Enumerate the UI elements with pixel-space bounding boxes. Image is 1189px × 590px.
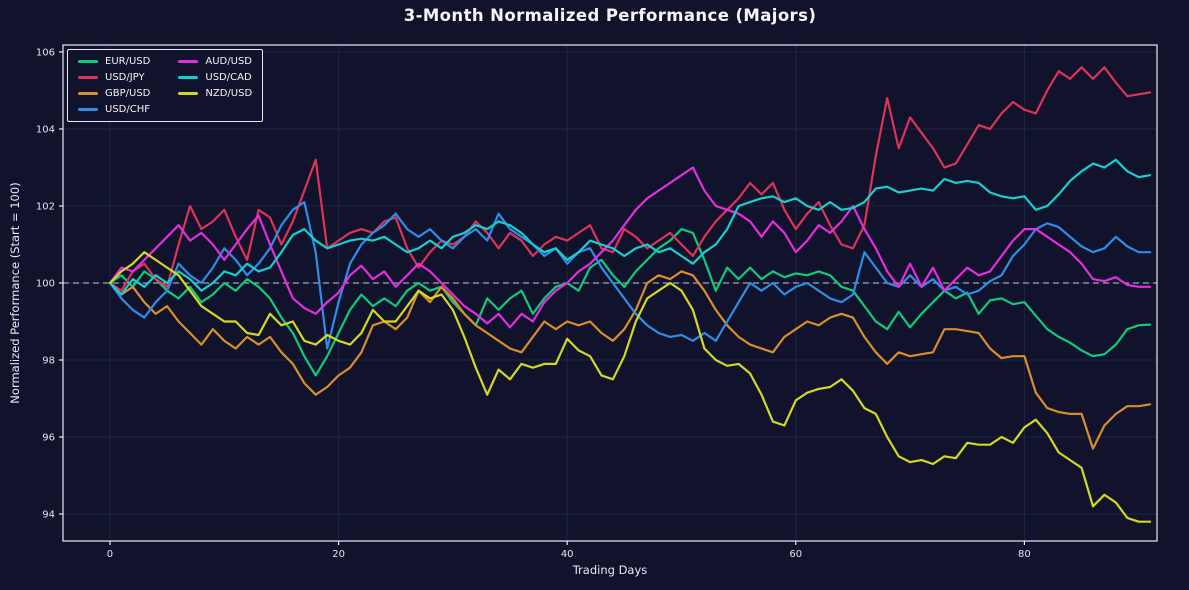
plot-border	[62, 44, 1158, 542]
y-tick-label: 100	[36, 278, 55, 289]
legend-item-nzd-usd: NZD/USD	[178, 87, 252, 100]
series-line-gbp-usd	[108, 270, 1152, 450]
x-tick-label: 20	[332, 549, 345, 560]
x-tick-label: 80	[1018, 549, 1031, 560]
legend-label: USD/CHF	[105, 104, 150, 115]
legend-item-usd-chf: USD/CHF	[78, 103, 150, 116]
y-tick-label: 96	[42, 433, 55, 444]
y-tick-label: 94	[42, 510, 55, 521]
legend-item-usd-jpy: USD/JPY	[78, 71, 150, 84]
legend-label: NZD/USD	[205, 88, 253, 99]
series-line-usd-chf	[108, 201, 1152, 350]
x-tick-label: 60	[789, 549, 802, 560]
series-line-nzd-usd	[108, 251, 1152, 523]
legend-item-aud-usd: AUD/USD	[178, 55, 252, 68]
legend-swatch	[78, 76, 98, 79]
legend-item-eur-usd: EUR/USD	[78, 55, 150, 68]
x-tick-label: 0	[107, 549, 113, 560]
legend: EUR/USD USD/JPY GBP/USD USD/CHF AUD/USD USD/C…	[67, 49, 264, 122]
legend-label: USD/JPY	[105, 72, 145, 83]
legend-label: EUR/USD	[105, 56, 151, 67]
legend-item-gbp-usd: GBP/USD	[78, 87, 150, 100]
legend-label: GBP/USD	[105, 88, 151, 99]
y-tick-label: 98	[42, 356, 55, 367]
legend-item-usd-cad: USD/CAD	[178, 71, 252, 84]
series-line-eur-usd	[108, 228, 1152, 377]
y-tick-label: 102	[36, 201, 55, 212]
x-axis-label: Trading Days	[572, 563, 648, 577]
legend-label: AUD/USD	[205, 56, 252, 67]
x-tick-label: 40	[561, 549, 574, 560]
legend-swatch	[178, 60, 199, 63]
y-tick-label: 106	[36, 47, 55, 58]
legend-swatch	[178, 92, 199, 95]
legend-label: USD/CAD	[205, 72, 252, 83]
legend-swatch	[78, 60, 98, 63]
legend-swatch	[78, 108, 98, 111]
legend-swatch	[78, 92, 98, 95]
series-line-usd-jpy	[108, 66, 1152, 292]
chart-title: 3-Month Normalized Performance (Majors)	[403, 6, 817, 25]
y-tick-label: 104	[36, 124, 55, 135]
legend-swatch	[178, 76, 199, 79]
series-line-aud-usd	[108, 166, 1152, 329]
series-line-usd-cad	[108, 158, 1152, 296]
